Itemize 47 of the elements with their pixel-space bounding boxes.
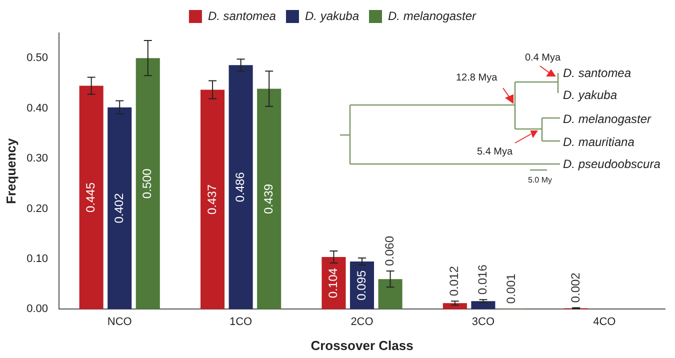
legend-label: D. yakuba [304,8,360,23]
data-label: 0.002 [568,272,582,303]
y-tick-label: 0.00 [26,303,48,316]
y-tick-label: 0.50 [26,52,48,64]
y-tick-label: 0.40 [26,102,48,114]
y-tick-label: 0.30 [26,152,48,165]
x-tick-label: 1CO [229,316,253,328]
legend-label: D. santomea [208,8,276,23]
x-tick-label: 3CO [472,316,495,328]
data-label: 0.012 [447,266,462,296]
annotation: D. yakuba [563,88,618,102]
bar [471,301,496,310]
bar [442,303,467,310]
y-axis-title: Frequency [3,137,18,204]
annotation: D. mauritiana [563,135,634,149]
data-label: 0.402 [112,192,126,224]
data-label: 0.060 [382,236,397,266]
y-tick-label: 0.20 [26,202,48,215]
annotation: 0.4 Mya [525,52,561,64]
data-label: 0.095 [354,270,368,300]
bar [79,86,104,310]
bar [228,65,253,310]
annotation: D. melanogaster [563,112,652,126]
bar [257,88,282,310]
data-label: 0.104 [326,268,340,298]
data-label: 0.016 [476,264,490,295]
x-tick-label: NCO [107,316,132,328]
annotation: 12.8 Mya [456,72,498,84]
annotation: D. pseudoobscura [563,157,660,171]
data-label: 0.439 [261,184,276,214]
x-tick-label: 2CO [350,316,374,328]
data-label: 0.445 [84,182,98,212]
y-tick-label: 0.10 [26,253,48,266]
bar [108,107,132,310]
annotation: D. santomea [563,66,632,80]
data-label: 0.437 [204,184,219,214]
x-axis-title: Crossover Class [310,338,414,353]
annotation: 5.0 My [528,176,552,184]
legend-label: D. melanogaster [388,8,478,23]
bar [378,279,402,310]
data-label: 0.500 [140,168,154,199]
bar [200,90,225,310]
annotation: 5.4 Mya [477,146,513,158]
bar [136,58,160,310]
data-label: 0.486 [233,172,248,202]
x-tick-label: 4CO [593,316,616,328]
data-label: 0.001 [504,273,518,304]
